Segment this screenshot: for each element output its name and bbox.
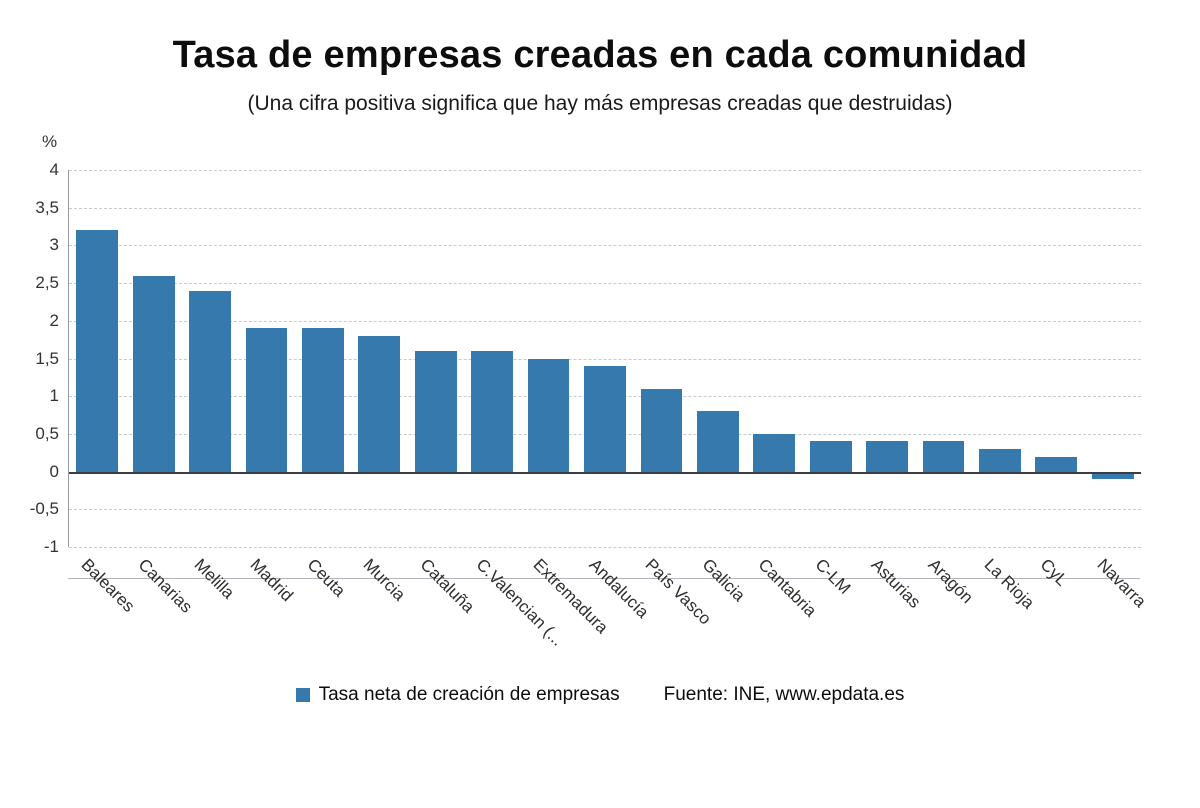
- bar: [922, 441, 965, 472]
- bar: [132, 275, 175, 472]
- legend-label: Tasa neta de creación de empresas: [318, 684, 620, 705]
- y-axis-unit-label: %: [42, 132, 58, 151]
- y-tick-label: 3: [49, 235, 59, 255]
- y-tick-label: -1: [43, 537, 59, 556]
- x-axis-label: Murcia: [359, 555, 410, 605]
- bar: [809, 441, 852, 472]
- y-tick-label: 4: [49, 160, 59, 179]
- chart-title: Tasa de empresas creadas en cada comunid…: [172, 34, 1028, 76]
- bar: [245, 328, 288, 472]
- x-axis-label: La Rioja: [980, 555, 1039, 613]
- bar: [866, 441, 908, 472]
- x-axis-label: Cantabria: [754, 555, 821, 621]
- bar: [358, 335, 401, 472]
- x-axis-baseline: [68, 578, 1140, 579]
- bar: [979, 448, 1021, 472]
- bar: [584, 366, 626, 472]
- gridline: [69, 509, 1141, 511]
- x-axis-label: Melilla: [190, 555, 239, 603]
- y-tick-label: 3,5: [35, 197, 59, 217]
- bar: [414, 350, 457, 472]
- x-axis-label: Baleares: [77, 555, 139, 616]
- x-axis-label: Canarias: [134, 555, 196, 617]
- y-tick-label: 1: [49, 386, 59, 406]
- bar: [189, 290, 231, 472]
- y-tick-label: 2: [49, 310, 59, 330]
- bar: [753, 433, 796, 472]
- x-axis-label: Navarra: [1093, 555, 1150, 612]
- chart-subtitle: (Una cifra positiva significa que hay má…: [247, 92, 953, 115]
- bar: [527, 358, 570, 472]
- bar: [302, 328, 344, 472]
- bar: [1035, 456, 1078, 472]
- legend-swatch: [295, 688, 310, 702]
- y-tick-label: -0,5: [29, 499, 59, 519]
- zero-line: [69, 471, 1141, 474]
- legend-item: Tasa neta de creación de empresas: [295, 684, 620, 706]
- legend: Tasa neta de creación de empresas Fuente…: [0, 684, 1200, 706]
- x-axis-label: Madrid: [247, 555, 298, 606]
- bar: [640, 388, 683, 472]
- x-axis-label: C-LM: [811, 555, 855, 598]
- gridline: [69, 358, 1141, 360]
- x-axis-label: Cataluña: [416, 555, 478, 617]
- y-tick-label: 1,5: [35, 348, 59, 368]
- x-axis-label: Galicia: [698, 555, 749, 606]
- gridline: [69, 283, 1141, 285]
- gridline: [69, 207, 1141, 209]
- gridline: [69, 245, 1141, 247]
- y-tick-label: 0: [49, 461, 59, 481]
- x-axis-label: Aragón: [924, 555, 977, 608]
- gridline: [69, 170, 1141, 171]
- plot-area: 4 3,5 3 2,5 2 1,5 1 0,5 0 -0,5 -1 Baleares Canarias M…: [30, 160, 1150, 650]
- y-tick-label: 2,5: [35, 273, 59, 293]
- gridline: [69, 547, 1141, 548]
- bar: [696, 411, 739, 472]
- bar: [1091, 471, 1134, 480]
- bar: [76, 230, 119, 472]
- source-text: Fuente: INE, www.epdata.es: [663, 684, 905, 705]
- gridline: [69, 320, 1141, 322]
- x-axis-label: Asturias: [867, 555, 925, 612]
- y-tick-label: 0,5: [35, 423, 59, 443]
- bar: [471, 350, 514, 472]
- x-axis-label: CyL: [1036, 555, 1072, 590]
